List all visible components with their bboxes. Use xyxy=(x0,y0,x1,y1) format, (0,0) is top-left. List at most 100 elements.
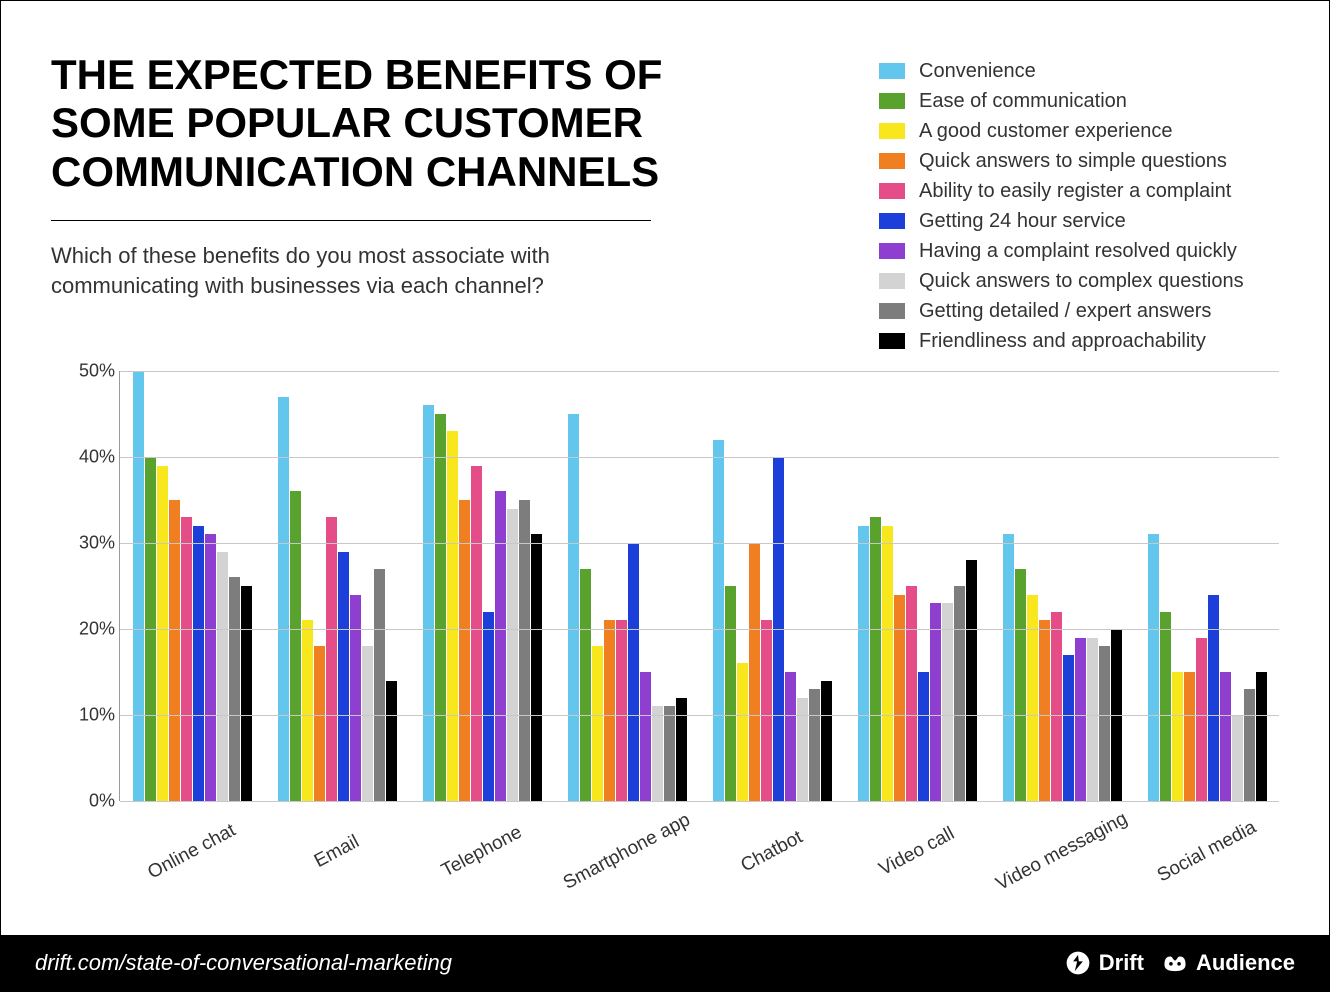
bar xyxy=(374,569,385,801)
header-row: THE EXPECTED BENEFITS OF SOME POPULAR CU… xyxy=(51,51,1279,357)
y-axis: 0%10%20%30%40%50% xyxy=(63,371,123,801)
legend-label: Quick answers to complex questions xyxy=(919,267,1244,295)
bar xyxy=(676,698,687,801)
x-label: Email xyxy=(264,801,409,911)
bar xyxy=(894,595,905,801)
title-divider xyxy=(51,220,651,221)
legend-label: Ease of communication xyxy=(919,87,1127,115)
legend-label: Having a complaint resolved quickly xyxy=(919,237,1237,265)
bar xyxy=(821,681,832,801)
bar xyxy=(157,466,168,801)
bar xyxy=(1063,655,1074,801)
legend-swatch xyxy=(879,93,905,109)
x-label: Online chat xyxy=(119,801,264,911)
bar xyxy=(1160,612,1171,801)
y-tick: 20% xyxy=(63,619,115,640)
bar xyxy=(1172,672,1183,801)
bar xyxy=(568,414,579,801)
x-label-text: Video messaging xyxy=(992,808,1131,896)
y-tick: 10% xyxy=(63,705,115,726)
bar-group xyxy=(410,371,555,801)
gridline xyxy=(120,543,1279,544)
legend-label: Convenience xyxy=(919,57,1036,85)
bar xyxy=(1148,534,1159,801)
bar xyxy=(1075,638,1086,801)
bar xyxy=(1220,672,1231,801)
bar-group xyxy=(1134,371,1279,801)
legend-label: Quick answers to simple questions xyxy=(919,147,1227,175)
audience-icon xyxy=(1162,950,1188,976)
bar xyxy=(1256,672,1267,801)
footer-url: drift.com/state-of-conversational-market… xyxy=(35,950,452,976)
bar xyxy=(229,577,240,801)
bar xyxy=(423,405,434,801)
bar xyxy=(1003,534,1014,801)
bar xyxy=(797,698,808,801)
bar xyxy=(435,414,446,801)
legend-label: A good customer experience xyxy=(919,117,1173,145)
y-tick: 30% xyxy=(63,533,115,554)
bar xyxy=(217,552,228,801)
bar xyxy=(1015,569,1026,801)
bar xyxy=(302,620,313,801)
legend-item: Friendliness and approachability xyxy=(879,327,1279,355)
bar xyxy=(169,500,180,801)
legend-item: Having a complaint resolved quickly xyxy=(879,237,1279,265)
brand-audience-label: Audience xyxy=(1196,950,1295,976)
legend-swatch xyxy=(879,123,905,139)
bar xyxy=(471,466,482,801)
bar xyxy=(1244,689,1255,801)
footer-brands: Drift Audience xyxy=(1065,950,1295,976)
legend-item: Ability to easily register a complaint xyxy=(879,177,1279,205)
bar xyxy=(966,560,977,801)
bar-group xyxy=(844,371,989,801)
x-label-text: Social media xyxy=(1153,817,1259,887)
bar xyxy=(290,491,301,801)
bar-group xyxy=(989,371,1134,801)
legend-item: Convenience xyxy=(879,57,1279,85)
chart-legend: ConvenienceEase of communicationA good c… xyxy=(879,57,1279,357)
bar xyxy=(604,620,615,801)
chart-plot xyxy=(119,371,1279,801)
bar xyxy=(241,586,252,801)
x-label-text: Telephone xyxy=(438,822,526,883)
bar xyxy=(858,526,869,801)
legend-swatch xyxy=(879,153,905,169)
legend-label: Ability to easily register a complaint xyxy=(919,177,1231,205)
bar xyxy=(580,569,591,801)
bar xyxy=(314,646,325,801)
brand-drift-label: Drift xyxy=(1099,950,1144,976)
legend-item: Getting 24 hour service xyxy=(879,207,1279,235)
bar xyxy=(459,500,470,801)
legend-swatch xyxy=(879,63,905,79)
x-label: Social media xyxy=(1134,801,1279,911)
bar xyxy=(205,534,216,801)
bar-groups xyxy=(120,371,1279,801)
bar xyxy=(1208,595,1219,801)
legend-item: A good customer experience xyxy=(879,117,1279,145)
gridline xyxy=(120,715,1279,716)
gridline xyxy=(120,457,1279,458)
x-label: Video messaging xyxy=(989,801,1134,911)
legend-item: Ease of communication xyxy=(879,87,1279,115)
x-label-text: Online chat xyxy=(144,820,239,885)
bar xyxy=(386,681,397,801)
x-label: Telephone xyxy=(409,801,554,911)
bar xyxy=(942,603,953,801)
footer-bar: drift.com/state-of-conversational-market… xyxy=(1,935,1329,991)
bar xyxy=(918,672,929,801)
brand-drift: Drift xyxy=(1065,950,1144,976)
bar xyxy=(870,517,881,801)
bar xyxy=(1039,620,1050,801)
legend-label: Getting 24 hour service xyxy=(919,207,1126,235)
bar xyxy=(1099,646,1110,801)
legend-label: Friendliness and approachability xyxy=(919,327,1206,355)
bar xyxy=(193,526,204,801)
x-label-text: Video call xyxy=(875,823,958,881)
legend-item: Getting detailed / expert answers xyxy=(879,297,1279,325)
bar xyxy=(519,500,530,801)
brand-audience: Audience xyxy=(1162,950,1295,976)
bar-group xyxy=(700,371,845,801)
gridline xyxy=(120,629,1279,630)
bar xyxy=(592,646,603,801)
